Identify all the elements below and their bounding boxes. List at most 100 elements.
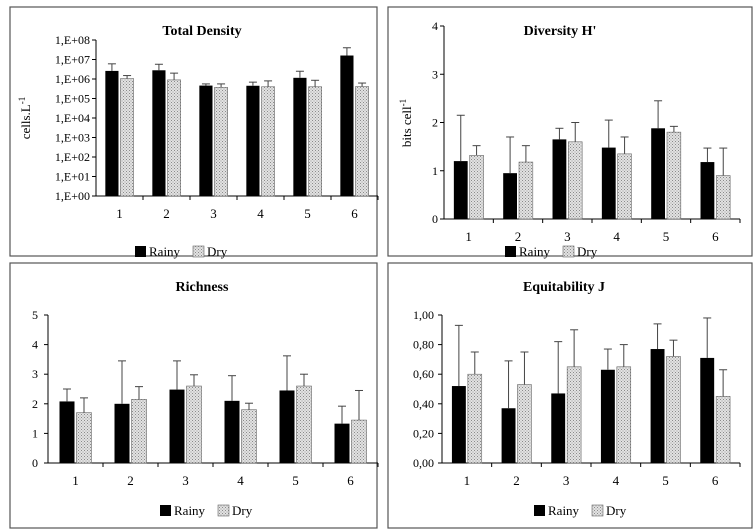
bar [700, 357, 715, 463]
bar [199, 85, 213, 196]
x-tick-label: 1 [72, 473, 79, 488]
bar [600, 369, 615, 463]
y-tick-label: 1,E+01 [55, 170, 90, 184]
bar [551, 393, 566, 463]
bar [601, 147, 616, 219]
bar [501, 408, 516, 463]
y-tick-label: 0,60 [413, 367, 434, 381]
bar [552, 139, 567, 219]
legend-label-rainy: Rainy [149, 244, 181, 259]
y-tick-label: 1,E+03 [55, 131, 90, 145]
x-tick-label: 3 [563, 473, 570, 488]
x-tick-label: 3 [210, 206, 217, 221]
x-tick-label: 1 [465, 229, 472, 244]
chart-panel: Equitability J 0,00 0,20 0,40 0,60 0,80 1,00 1 2… [387, 262, 753, 529]
y-tick-label: 4 [32, 338, 38, 352]
x-tick-label: 1 [116, 206, 123, 221]
y-tick-label: 1,E+07 [55, 53, 90, 67]
bar [666, 131, 682, 220]
bar [241, 409, 257, 464]
bar [114, 403, 130, 463]
bar [59, 401, 75, 463]
y-tick-label: 2 [32, 397, 38, 411]
bar [503, 173, 517, 219]
chart-title: Diversity H' [524, 24, 597, 39]
bar [296, 385, 312, 464]
legend-swatch-rainy [505, 246, 516, 257]
y-tick-label: 4 [432, 19, 438, 33]
panel-border [387, 262, 753, 529]
bar [666, 356, 681, 464]
chart-title: Richness [176, 280, 229, 295]
x-tick-label: 2 [515, 229, 522, 244]
bar [334, 423, 350, 463]
legend-label-dry: Dry [207, 244, 228, 259]
bar [451, 386, 466, 463]
y-tick-label: 3 [32, 367, 38, 381]
chart-title: Total Density [162, 24, 241, 39]
bar [340, 55, 354, 197]
bar [469, 155, 484, 220]
y-tick-label: 1 [32, 426, 38, 440]
bar [105, 70, 119, 196]
y-tick-label: 0,00 [413, 456, 434, 470]
x-tick-label: 4 [613, 229, 620, 244]
x-tick-label: 5 [292, 473, 299, 488]
y-tick-label: 1,00 [413, 308, 434, 322]
x-tick-label: 2 [513, 473, 520, 488]
y-axis-label: bits cell-1 [398, 99, 414, 147]
x-tick-label: 4 [237, 473, 244, 488]
x-tick-label: 4 [257, 206, 264, 221]
x-tick-label: 6 [712, 473, 719, 488]
y-tick-label: 0 [432, 212, 438, 226]
y-tick-label: 0 [32, 456, 38, 470]
bar [152, 70, 166, 196]
bar [566, 366, 582, 464]
x-tick-label: 6 [347, 473, 354, 488]
x-tick-label: 2 [163, 206, 170, 221]
x-tick-label: 6 [351, 206, 358, 221]
x-tick-label: 5 [663, 229, 670, 244]
bar [517, 384, 532, 464]
y-tick-label: 1,E+04 [55, 111, 90, 125]
bar [700, 162, 715, 219]
bar [716, 175, 731, 220]
legend-label-rainy: Rainy [519, 244, 551, 259]
bar [616, 366, 632, 464]
bar [186, 385, 202, 464]
bar [131, 399, 147, 464]
legend-swatch-rainy [160, 505, 171, 516]
bar [169, 389, 185, 463]
x-tick-label: 3 [182, 473, 189, 488]
bar [224, 400, 240, 463]
legend-swatch-rainy [534, 505, 545, 516]
bar [651, 128, 665, 219]
legend-swatch-dry [192, 245, 205, 258]
legend-swatch-dry [591, 504, 604, 517]
y-axis-label: cells.L-1 [17, 97, 33, 140]
chart-title: Equitability J [523, 280, 605, 295]
legend-label-rainy: Rainy [174, 503, 206, 518]
bar [467, 373, 483, 464]
bar [293, 77, 307, 196]
x-tick-label: 1 [464, 473, 471, 488]
x-tick-label: 5 [304, 206, 311, 221]
y-tick-label: 1,E+06 [55, 72, 90, 86]
x-tick-label: 5 [662, 473, 669, 488]
y-tick-label: 2 [432, 116, 438, 130]
bar [261, 86, 275, 197]
y-tick-label: 1,E+02 [55, 150, 90, 164]
y-tick-label: 1,E+00 [55, 189, 90, 203]
bar [650, 349, 665, 463]
x-tick-label: 6 [712, 229, 719, 244]
x-tick-label: 4 [613, 473, 620, 488]
legend-swatch-dry [217, 504, 230, 517]
y-tick-label: 1,E+05 [55, 92, 90, 106]
bar [76, 412, 92, 464]
legend-swatch-dry [562, 245, 575, 258]
bar [617, 153, 632, 220]
bar [279, 390, 295, 463]
x-tick-label: 2 [127, 473, 134, 488]
y-tick-label: 1,E+08 [55, 33, 90, 47]
